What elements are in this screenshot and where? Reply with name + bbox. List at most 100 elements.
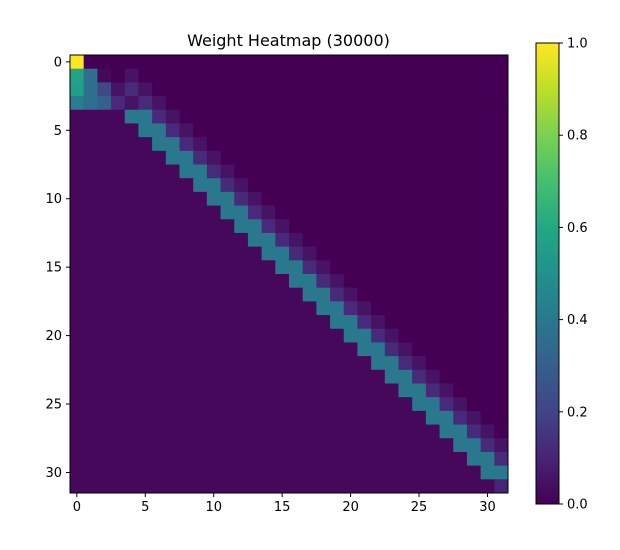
heatmap-cell <box>453 465 468 480</box>
heatmap-cell <box>138 164 153 179</box>
heatmap-cell <box>138 424 153 439</box>
heatmap-cell <box>70 356 85 371</box>
heatmap-cell <box>371 232 386 248</box>
heatmap-cell <box>302 451 317 467</box>
heatmap-cell <box>234 274 249 289</box>
heatmap-cell <box>111 315 126 330</box>
heatmap-cell <box>97 479 112 494</box>
heatmap-cell <box>302 342 317 357</box>
heatmap-cell <box>439 246 454 261</box>
heatmap-cell <box>152 123 167 138</box>
heatmap-cell <box>275 287 290 302</box>
plot-frame <box>69 54 509 494</box>
heatmap-cell <box>425 123 440 138</box>
heatmap-cell <box>193 123 208 138</box>
heatmap-cell <box>152 342 167 357</box>
heatmap-cell <box>357 260 372 275</box>
y-tick-label: 15 <box>45 261 62 276</box>
heatmap-cell <box>152 383 167 398</box>
heatmap-cell <box>439 68 454 83</box>
heatmap-cell <box>289 82 304 97</box>
heatmap-cell <box>384 219 399 234</box>
heatmap-cell <box>193 246 208 261</box>
heatmap-cell <box>494 397 509 412</box>
heatmap-cell <box>179 191 194 206</box>
heatmap-cell <box>70 260 85 275</box>
heatmap-cell <box>247 109 263 124</box>
heatmap-cell <box>220 232 235 248</box>
heatmap-cell <box>343 287 358 302</box>
heatmap-cell <box>384 191 399 206</box>
heatmap-cell <box>179 410 194 425</box>
heatmap-cell <box>343 205 358 220</box>
heatmap-cell <box>480 328 495 343</box>
y-tick-label: 30 <box>45 466 62 481</box>
heatmap-cell <box>289 451 304 467</box>
heatmap-cell <box>275 410 290 425</box>
heatmap-cell <box>247 328 263 343</box>
heatmap-cell <box>234 96 249 111</box>
heatmap-cell <box>70 55 85 70</box>
heatmap-cell <box>371 287 386 302</box>
heatmap-cell <box>371 451 386 467</box>
heatmap-cell <box>111 82 126 97</box>
heatmap-cell <box>439 137 454 152</box>
heatmap-cell <box>70 424 85 439</box>
heatmap-cell <box>412 219 427 234</box>
heatmap-cell <box>316 219 331 234</box>
heatmap-cell <box>494 451 509 467</box>
heatmap-cell <box>371 178 386 193</box>
heatmap-cell <box>234 260 249 275</box>
heatmap-cell <box>302 479 317 494</box>
heatmap-cell <box>302 137 317 152</box>
heatmap-cell <box>275 246 290 261</box>
heatmap-cell <box>206 68 221 83</box>
heatmap-cell <box>343 123 358 138</box>
heatmap-cell <box>234 232 249 248</box>
heatmap-cell <box>152 301 167 316</box>
heatmap-cell <box>124 55 139 70</box>
heatmap-cell <box>70 287 85 302</box>
heatmap-cell <box>138 232 153 248</box>
heatmap-cell <box>165 356 180 371</box>
heatmap-cell <box>138 191 153 206</box>
heatmap-cell <box>261 356 276 371</box>
heatmap-cell <box>357 274 372 289</box>
heatmap-cell <box>275 191 290 206</box>
heatmap-cell <box>220 96 235 111</box>
heatmap-cell <box>302 260 317 275</box>
heatmap-cell <box>111 287 126 302</box>
heatmap-cell <box>425 356 440 371</box>
heatmap-cell <box>343 451 358 467</box>
heatmap-cell <box>480 82 495 97</box>
heatmap-cell <box>261 424 276 439</box>
heatmap-cell <box>261 123 276 138</box>
heatmap-cell <box>165 123 180 138</box>
heatmap-cell <box>302 246 317 261</box>
heatmap-cell <box>111 451 126 467</box>
heatmap-cell <box>152 246 167 261</box>
heatmap-cell <box>439 205 454 220</box>
heatmap-cell <box>97 232 112 248</box>
heatmap-cell <box>165 219 180 234</box>
heatmap-cell <box>179 328 194 343</box>
heatmap-cell <box>412 55 427 70</box>
heatmap-cell <box>165 451 180 467</box>
heatmap-cell <box>247 287 263 302</box>
heatmap-cell <box>316 356 331 371</box>
heatmap-cell <box>357 246 372 261</box>
heatmap-cell <box>220 356 235 371</box>
heatmap-cell <box>480 451 495 467</box>
heatmap-cell <box>83 356 98 371</box>
heatmap-cell <box>302 164 317 179</box>
heatmap-cell <box>357 479 372 494</box>
heatmap-cell <box>453 301 468 316</box>
heatmap-cell <box>124 164 139 179</box>
heatmap-cell <box>384 424 399 439</box>
heatmap-cell <box>138 137 153 152</box>
heatmap-cell <box>302 219 317 234</box>
heatmap-cell <box>234 342 249 357</box>
heatmap-cell <box>302 287 317 302</box>
heatmap-cell <box>371 205 386 220</box>
heatmap-cell <box>453 150 468 165</box>
